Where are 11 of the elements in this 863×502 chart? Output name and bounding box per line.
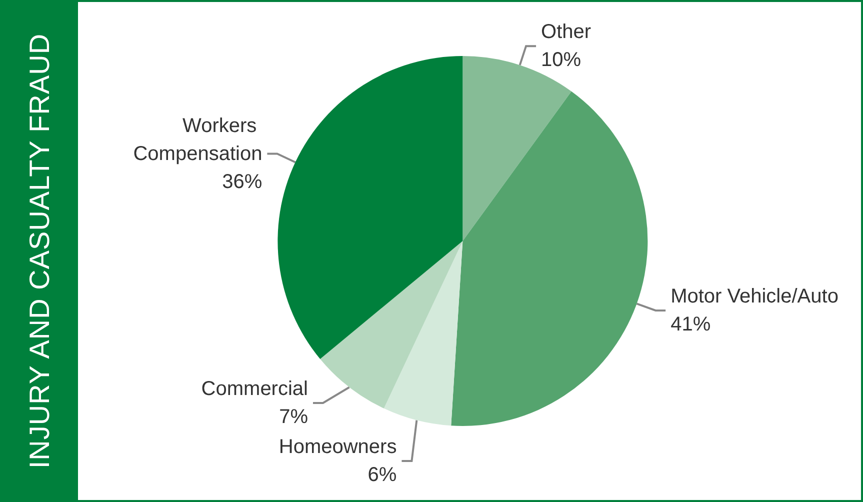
data-label: 41% [670, 313, 711, 336]
slice-label: Homeowners [278, 436, 397, 458]
data-label: 36% [222, 170, 262, 193]
slice-label: Other [541, 21, 592, 44]
data-label: 7% [279, 406, 308, 428]
data-label: 6% [368, 464, 397, 486]
slice-label: Commercial [201, 378, 308, 400]
data-label: 10% [541, 49, 582, 72]
slice-label: Motor Vehicle/Auto [670, 285, 838, 308]
slice-label: Workers Compensation [133, 114, 262, 165]
text: INJURY AND CASUALTY FRAUD [24, 33, 56, 469]
